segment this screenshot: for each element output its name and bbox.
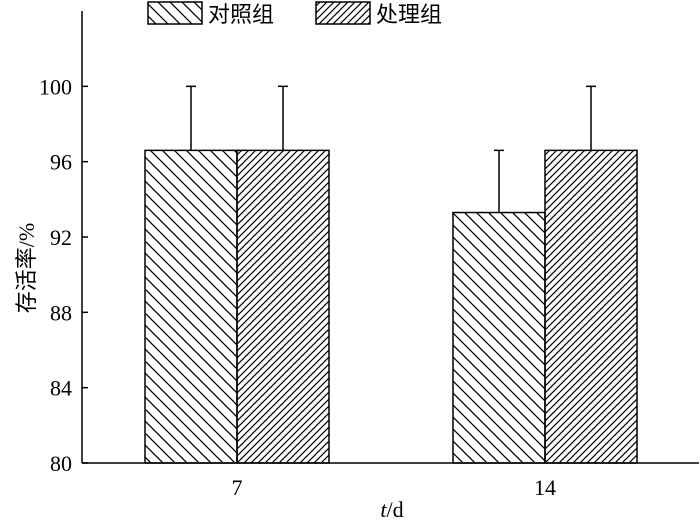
legend-swatch-treatment (315, 1, 371, 25)
legend: 对照组 处理组 (147, 1, 442, 28)
bar-control-7 (144, 149, 238, 464)
y-tick-label-88: 88 (50, 300, 72, 325)
bars-layer (144, 149, 638, 464)
bar-treatment-14 (544, 149, 638, 464)
x-axis-title: t/d (380, 497, 403, 522)
x-tick-label-7: 7 (232, 475, 243, 500)
legend-label-control: 对照组 (208, 3, 274, 28)
bar-control-14 (452, 211, 546, 464)
y-tick-label-84: 84 (50, 376, 72, 401)
axes-layer: 7 14 80 84 88 92 96 100 (39, 11, 699, 500)
legend-swatch-control (147, 1, 203, 25)
y-tick-label-100: 100 (39, 74, 72, 99)
legend-label-treatment: 处理组 (376, 3, 442, 28)
x-tick-label-14: 14 (534, 475, 556, 500)
y-tick-label-80: 80 (50, 451, 72, 476)
x-axis-title-italic: t (380, 497, 387, 522)
x-axis-title-unit: /d (387, 497, 404, 522)
y-tick-label-96: 96 (50, 150, 72, 175)
bar-treatment-7 (236, 149, 330, 464)
y-axis-title: 存活率/% (14, 223, 39, 313)
errorbars-layer (186, 85, 596, 213)
y-tick-label-92: 92 (50, 225, 72, 250)
plot-area: 7 14 80 84 88 92 96 100 (39, 11, 699, 500)
